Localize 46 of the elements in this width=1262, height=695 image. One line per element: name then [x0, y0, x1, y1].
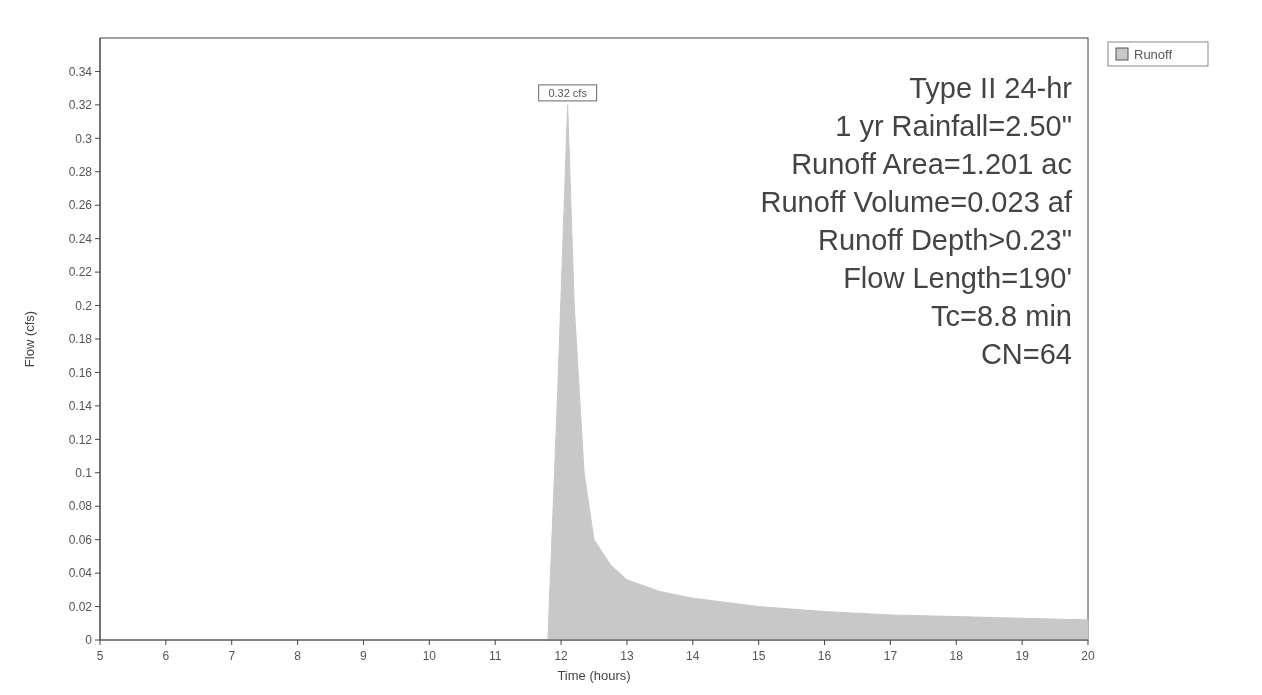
x-tick-label: 8 [294, 649, 302, 663]
x-tick-label: 6 [162, 649, 170, 663]
x-tick-label: 13 [620, 649, 634, 663]
annotation: Runoff Volume=0.023 af [760, 186, 1073, 218]
y-tick-label: 0.24 [68, 231, 93, 246]
y-tick-label: 0.16 [68, 365, 93, 380]
x-tick-label: 11 [488, 649, 502, 663]
x-tick-label: 14 [686, 649, 700, 663]
y-tick-label: 0.14 [68, 399, 93, 414]
annotation: Flow Length=190' [843, 262, 1072, 294]
y-tick-label: 0.06 [68, 532, 93, 547]
annotation: Runoff Area=1.201 ac [791, 148, 1072, 180]
annotation: 1 yr Rainfall=2.50" [835, 110, 1072, 142]
x-tick-label: 7 [228, 649, 236, 663]
x-tick-label: 10 [422, 649, 437, 663]
annotation: Runoff Depth>0.23" [817, 224, 1072, 256]
y-tick-label: 0.26 [68, 198, 93, 213]
legend-label: Runoff [1134, 47, 1173, 62]
x-tick-label: 5 [96, 649, 104, 663]
x-tick-label: 20 [1081, 649, 1095, 663]
y-tick-label: 0 [85, 633, 93, 648]
y-tick-label: 0.08 [68, 499, 93, 514]
x-tick-label: 19 [1015, 649, 1030, 663]
y-tick-label: 0.2 [75, 298, 93, 313]
x-tick-label: 9 [360, 649, 368, 663]
annotation: 0.32 cfs [548, 86, 588, 99]
y-tick-label: 0.02 [68, 599, 93, 614]
y-axis-title: Flow (cfs) [22, 310, 37, 368]
y-tick-label: 0.1 [75, 465, 93, 480]
y-tick-label: 0.12 [68, 432, 93, 447]
x-tick-label: 15 [751, 649, 766, 663]
y-tick-label: 0.18 [68, 332, 93, 347]
y-tick-label: 0.04 [68, 566, 93, 581]
annotation: CN=64 [980, 338, 1072, 370]
y-tick-label: 0.22 [68, 265, 93, 280]
y-tick-label: 0.32 [68, 98, 93, 113]
x-axis-title: Time (hours) [557, 668, 631, 683]
x-tick-label: 17 [883, 649, 898, 663]
y-tick-label: 0.28 [68, 164, 93, 179]
annotation: Tc=8.8 min [930, 300, 1072, 332]
y-tick-label: 0.3 [75, 131, 93, 146]
x-tick-label: 18 [949, 649, 964, 663]
x-tick-label: 16 [817, 649, 832, 663]
y-tick-label: 0.34 [68, 64, 93, 79]
x-tick-label: 12 [554, 649, 569, 663]
annotation: Type II 24-hr [909, 72, 1073, 104]
